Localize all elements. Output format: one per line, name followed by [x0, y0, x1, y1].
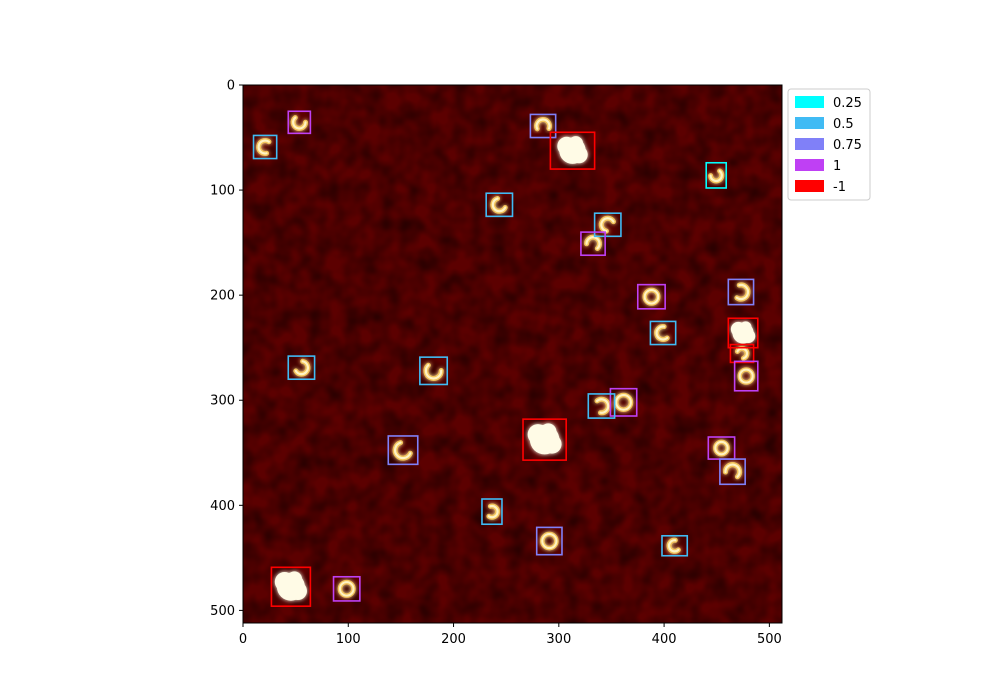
particle-arc	[598, 215, 616, 234]
particle-arc	[584, 234, 602, 251]
particle-arc	[654, 324, 670, 342]
legend-label: 0.5	[833, 117, 854, 132]
particle-blob	[730, 321, 756, 344]
particle-arc	[290, 115, 308, 131]
legend-swatch	[795, 159, 824, 171]
bounding-boxes-layer	[252, 110, 759, 607]
legend-swatch	[795, 96, 824, 108]
particle-arc	[734, 282, 751, 302]
bounding-box	[549, 131, 596, 170]
bounding-box	[609, 387, 638, 417]
bounding-box	[485, 192, 514, 218]
bounding-box	[287, 355, 316, 381]
y-axis: 0 100 200 300 400 500	[210, 79, 243, 619]
x-tick-label: 0	[239, 632, 247, 647]
particle-arc	[256, 138, 272, 156]
particle-arc	[594, 396, 611, 416]
y-tick-label: 400	[210, 499, 235, 514]
y-tick-label: 500	[210, 604, 235, 619]
bounding-box	[387, 435, 419, 466]
bounding-box	[587, 393, 616, 419]
bounding-box	[419, 356, 449, 386]
bounding-box	[522, 418, 567, 461]
particle-arc	[293, 358, 311, 377]
legend-frame	[787, 88, 871, 201]
particle-blob	[274, 571, 307, 601]
particle-arc	[708, 168, 725, 184]
x-tick-label: 400	[652, 632, 677, 647]
particle-blob	[557, 136, 588, 164]
bounding-box	[649, 320, 677, 346]
x-tick-label: 500	[757, 632, 782, 647]
particle-arc	[486, 503, 501, 520]
particle-ring	[540, 531, 559, 551]
particle-ring	[337, 579, 356, 598]
y-tick-label: 300	[210, 394, 235, 409]
particles-layer	[256, 115, 756, 601]
particle-arc	[423, 362, 444, 381]
particle-ring	[713, 439, 730, 457]
x-axis: 0 100 200 300 400 500	[239, 623, 782, 647]
legend-label: 1	[833, 159, 841, 174]
bounding-box	[287, 110, 312, 135]
particle-arc	[666, 537, 681, 554]
legend: 0.25 0.5 0.75 1 -1	[787, 88, 871, 201]
bounding-box	[270, 566, 312, 607]
image-texture	[243, 85, 782, 623]
bounding-box	[719, 458, 746, 486]
bounding-box	[252, 134, 278, 160]
bounding-box	[727, 317, 759, 349]
bounding-box	[729, 343, 755, 364]
bounding-box	[727, 278, 755, 306]
bounding-box	[481, 498, 503, 526]
bounding-box	[705, 161, 728, 189]
bounding-box	[733, 360, 759, 392]
bounding-box	[661, 534, 689, 557]
bounding-box	[636, 283, 666, 310]
bounding-box	[529, 113, 557, 139]
particle-arc	[534, 117, 552, 132]
bounding-box	[332, 575, 361, 602]
plot-frame	[242, 84, 783, 624]
particle-arc	[392, 440, 413, 461]
y-tick-label: 200	[210, 289, 235, 304]
particle-arc	[722, 462, 743, 480]
particle-ring	[642, 287, 661, 306]
particle-ring	[737, 367, 755, 385]
particle-arc	[490, 196, 508, 214]
plot-area	[243, 85, 782, 623]
bounding-box	[593, 212, 622, 238]
legend-label: 0.75	[833, 138, 862, 153]
legend-swatch	[795, 117, 824, 129]
particle-blob	[527, 423, 562, 455]
particle-ring	[613, 392, 634, 412]
legend-swatch	[795, 180, 824, 192]
bounding-box	[535, 526, 563, 556]
x-tick-label: 300	[546, 632, 571, 647]
x-tick-label: 100	[336, 632, 361, 647]
particle-arc	[734, 345, 750, 361]
x-tick-label: 200	[441, 632, 466, 647]
legend-swatch	[795, 138, 824, 150]
legend-label: -1	[833, 180, 846, 195]
y-tick-label: 0	[227, 79, 235, 94]
legend-label: 0.25	[833, 96, 862, 111]
y-tick-label: 100	[210, 184, 235, 199]
bounding-box	[580, 231, 606, 257]
